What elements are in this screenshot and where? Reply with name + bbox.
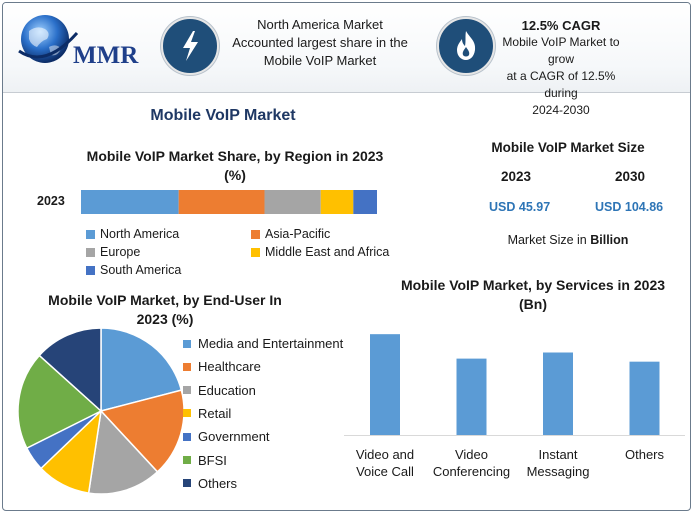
pie-legend-item: Education: [183, 383, 256, 398]
market-size-title: Mobile VoIP Market Size: [491, 140, 645, 155]
services-bar: [543, 352, 573, 435]
services-x-label: Video and Voice Call: [340, 446, 430, 480]
market-size-unit-note: Market Size in Billion: [473, 233, 663, 247]
legend-swatch: [251, 229, 260, 239]
legend-south-america: South America: [86, 263, 181, 277]
header-banner: MMR North America Market Accounted large…: [3, 3, 690, 117]
logo-text: MMR: [73, 42, 139, 69]
legend-label: North America: [100, 227, 180, 241]
legend-north-america: North America: [86, 227, 179, 241]
mmr-logo: MMR: [18, 15, 139, 69]
region-chart-title: Mobile VoIP Market Share, by Region in 2…: [65, 147, 405, 185]
pie-legend-label: Government: [198, 429, 270, 445]
pie-slice-bfsi: [17, 354, 103, 450]
x-label-line: Voice Call: [356, 464, 414, 479]
services-chart-title: Mobile VoIP Market, by Services in 2023 …: [388, 276, 678, 314]
x-label-line: Video and: [355, 447, 415, 462]
lightning-icon: [161, 17, 219, 75]
fact1-line1: North America Market: [257, 17, 383, 32]
legend-europe: Europe: [86, 245, 140, 259]
x-label-line: Others: [624, 447, 664, 462]
x-label-line: Video: [454, 447, 488, 462]
pie-legend-label: Retail: [198, 405, 232, 421]
pie-title-line2: 2023 (%): [136, 311, 194, 327]
main-title: Mobile VoIP Market: [150, 107, 296, 124]
pie-legend-label: Others: [198, 475, 238, 491]
services-x-label: Others: [600, 446, 690, 463]
pie-legend-item: BFSI: [183, 453, 227, 468]
services-x-label: Instant Messaging: [513, 446, 603, 480]
pie-legend-label: BFSI: [198, 452, 227, 468]
legend-swatch: [183, 432, 191, 441]
legend-swatch: [183, 409, 191, 418]
pie-legend-item: Retail: [183, 406, 231, 421]
services-bar: [456, 358, 487, 435]
fact2-line1: Mobile VoIP Market to grow: [502, 35, 620, 66]
pie-legend-label: Healthcare: [198, 359, 261, 375]
pie-legend-item: Healthcare: [183, 359, 261, 374]
pie-legend-item: Government: [183, 429, 270, 444]
fact1-line3: Mobile VoIP Market: [263, 53, 377, 68]
services-title-line2: (Bn): [519, 296, 547, 312]
pie-slice-healthcare: [99, 389, 185, 473]
unit-prefix: Market Size in: [507, 233, 591, 247]
region-title-line2: (%): [224, 167, 246, 183]
services-title-line1: Mobile VoIP Market, by Services in 2023: [400, 277, 666, 293]
legend-swatch: [183, 362, 191, 371]
legend-label: South America: [100, 263, 182, 277]
legend-label: Europe: [100, 245, 141, 259]
legend-swatch: [251, 247, 260, 257]
region-segment-europe: [264, 190, 321, 214]
legend-label: Middle East and Africa: [265, 245, 390, 259]
legend-swatch: [183, 386, 191, 395]
fact2-line3: 2024-2030: [532, 103, 590, 117]
region-category-label: 2023: [37, 194, 65, 208]
legend-swatch: [86, 229, 95, 239]
region-segment-middle-east-and-africa: [320, 190, 354, 214]
services-bar: [629, 361, 660, 435]
pie-legend-item: Others: [183, 476, 237, 491]
legend-swatch: [183, 339, 191, 348]
end-user-pie-chart: [17, 327, 185, 495]
legend-swatch: [86, 265, 95, 275]
legend-middle-east-africa: Middle East and Africa: [251, 245, 389, 259]
region-stacked-bar: [81, 190, 377, 214]
year-2023: 2023: [501, 169, 532, 184]
value-2030: USD 104.86: [595, 200, 664, 214]
pie-legend-label: Media and Entertainment: [198, 336, 344, 351]
pie-slice-education: [87, 409, 159, 495]
legend-asia-pacific: Asia-Pacific: [251, 227, 330, 241]
legend-swatch: [86, 247, 95, 257]
services-bar: [370, 334, 400, 435]
fact1-line2: Accounted largest share in the: [232, 35, 408, 50]
pie-legend-item: Media and Entertainment: [183, 336, 343, 351]
flame-icon: [437, 17, 495, 75]
x-label-line: Conferencing: [432, 464, 511, 479]
region-segment-south-america: [353, 190, 377, 214]
fact2-title: 12.5% CAGR: [521, 18, 601, 33]
services-bar-chart: [344, 334, 685, 436]
legend-swatch: [183, 456, 191, 464]
pie-slice-others: [38, 327, 102, 413]
legend-label: Asia-Pacific: [265, 227, 331, 241]
pie-chart-title: Mobile VoIP Market, by End-User In 2023 …: [35, 291, 295, 329]
region-segment-asia-pacific: [178, 190, 265, 214]
x-label-line: Instant: [538, 447, 578, 462]
value-2023: USD 45.97: [489, 200, 551, 214]
fact-north-america: North America Market Accounted largest s…: [225, 16, 415, 70]
fact-cagr: 12.5% CAGR Mobile VoIP Market to grow at…: [497, 17, 625, 119]
services-x-label: Video Conferencing: [427, 446, 517, 480]
unit-value: Billion: [590, 233, 629, 247]
pie-slice-media-and-entertainment: [100, 327, 183, 412]
pie-title-line1: Mobile VoIP Market, by End-User In: [48, 292, 282, 308]
x-label-line: Messaging: [526, 464, 590, 479]
year-2030: 2030: [615, 169, 646, 184]
legend-swatch: [183, 479, 191, 488]
region-title-line1: Mobile VoIP Market Share, by Region in 2…: [86, 148, 384, 164]
region-segment-north-america: [81, 190, 179, 214]
fact2-line2: at a CAGR of 12.5% during: [506, 69, 616, 100]
pie-legend-label: Education: [198, 382, 256, 398]
